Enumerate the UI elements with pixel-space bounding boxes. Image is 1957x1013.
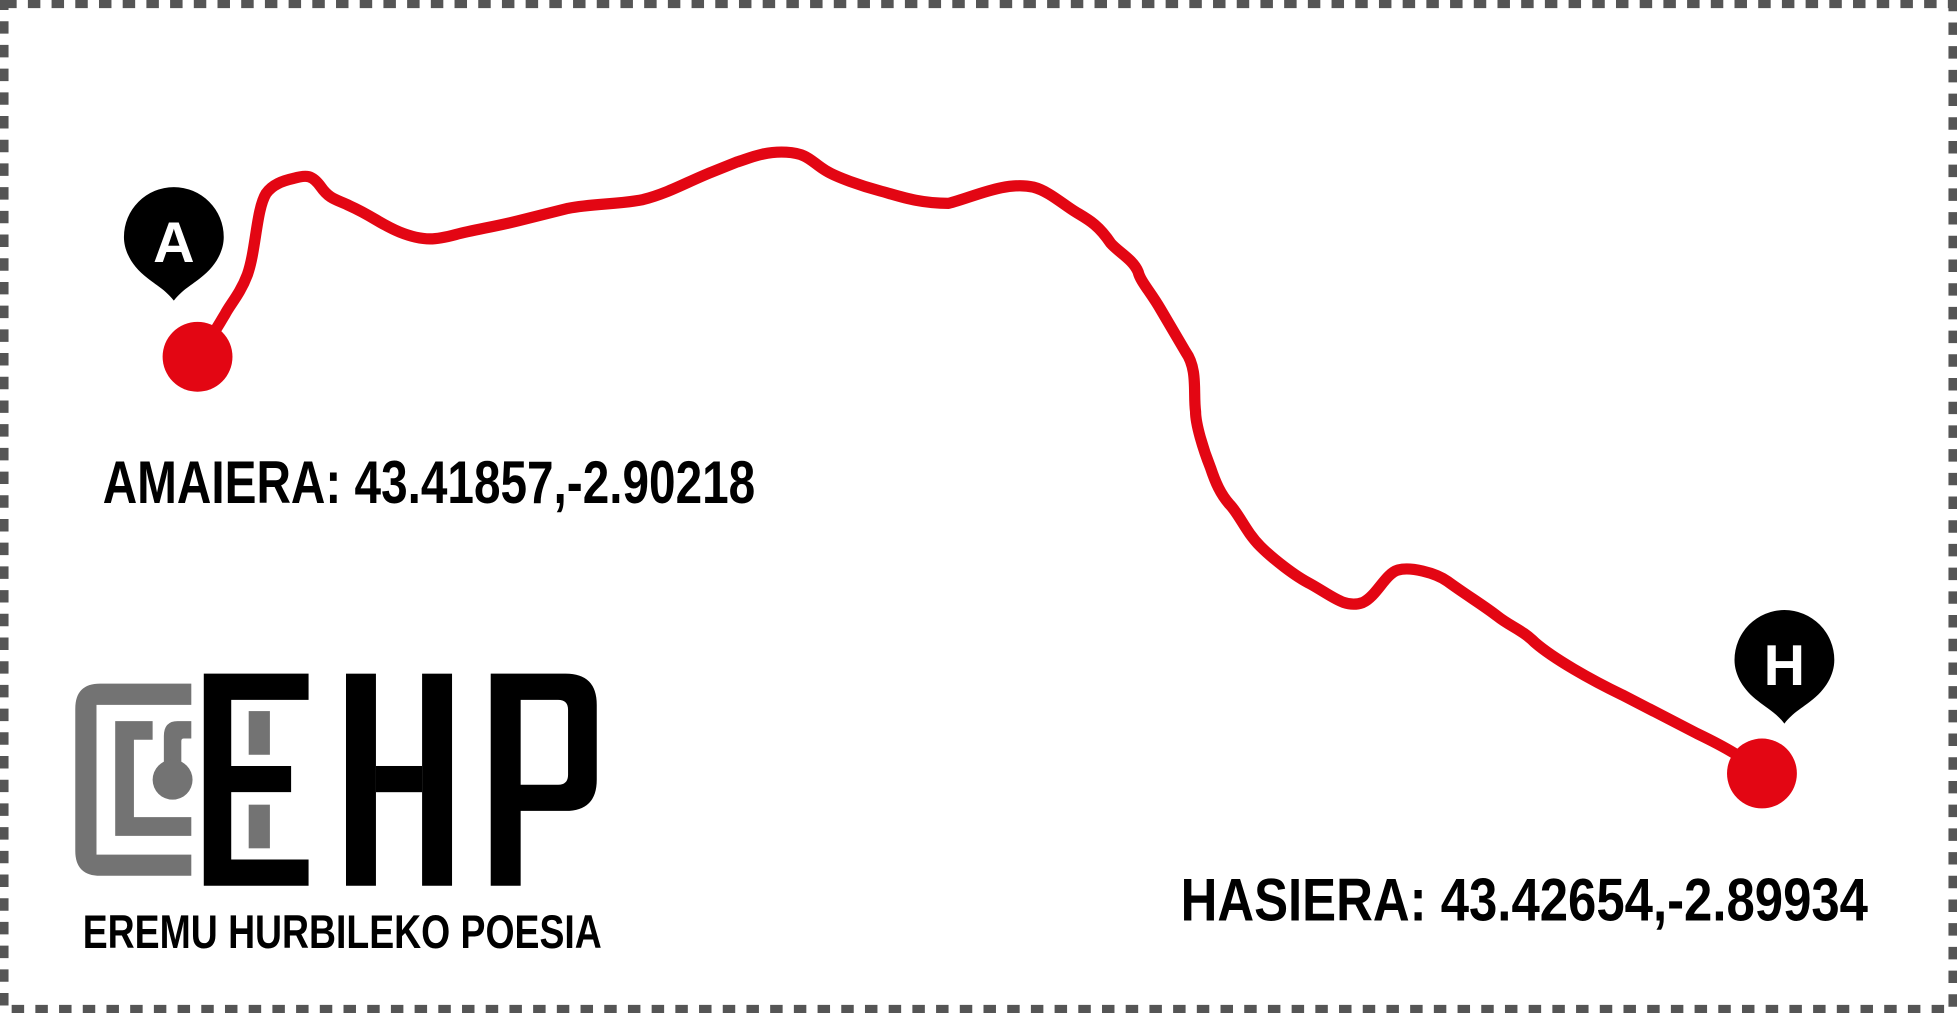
ehp-letters — [203, 673, 597, 886]
route-line — [194, 146, 1768, 780]
end-coordinates: AMAIERA: 43.41857,-2.90218 — [103, 449, 755, 516]
start-pin-letter: H — [1764, 634, 1805, 698]
ehp-logo: EREMU HURBILEKO POESIA — [75, 673, 602, 959]
keyhole-bracket-icon — [75, 683, 193, 876]
logo-tagline: EREMU HURBILEKO POESIA — [83, 906, 602, 959]
end-pin-letter: A — [153, 211, 194, 275]
start-coordinates: HASIERA: 43.42654,-2.89934 — [1181, 867, 1868, 934]
end-point-dot — [162, 321, 233, 392]
end-pin-icon: A — [123, 187, 224, 301]
start-pin-icon: H — [1734, 610, 1835, 724]
start-point-dot — [1727, 738, 1797, 809]
